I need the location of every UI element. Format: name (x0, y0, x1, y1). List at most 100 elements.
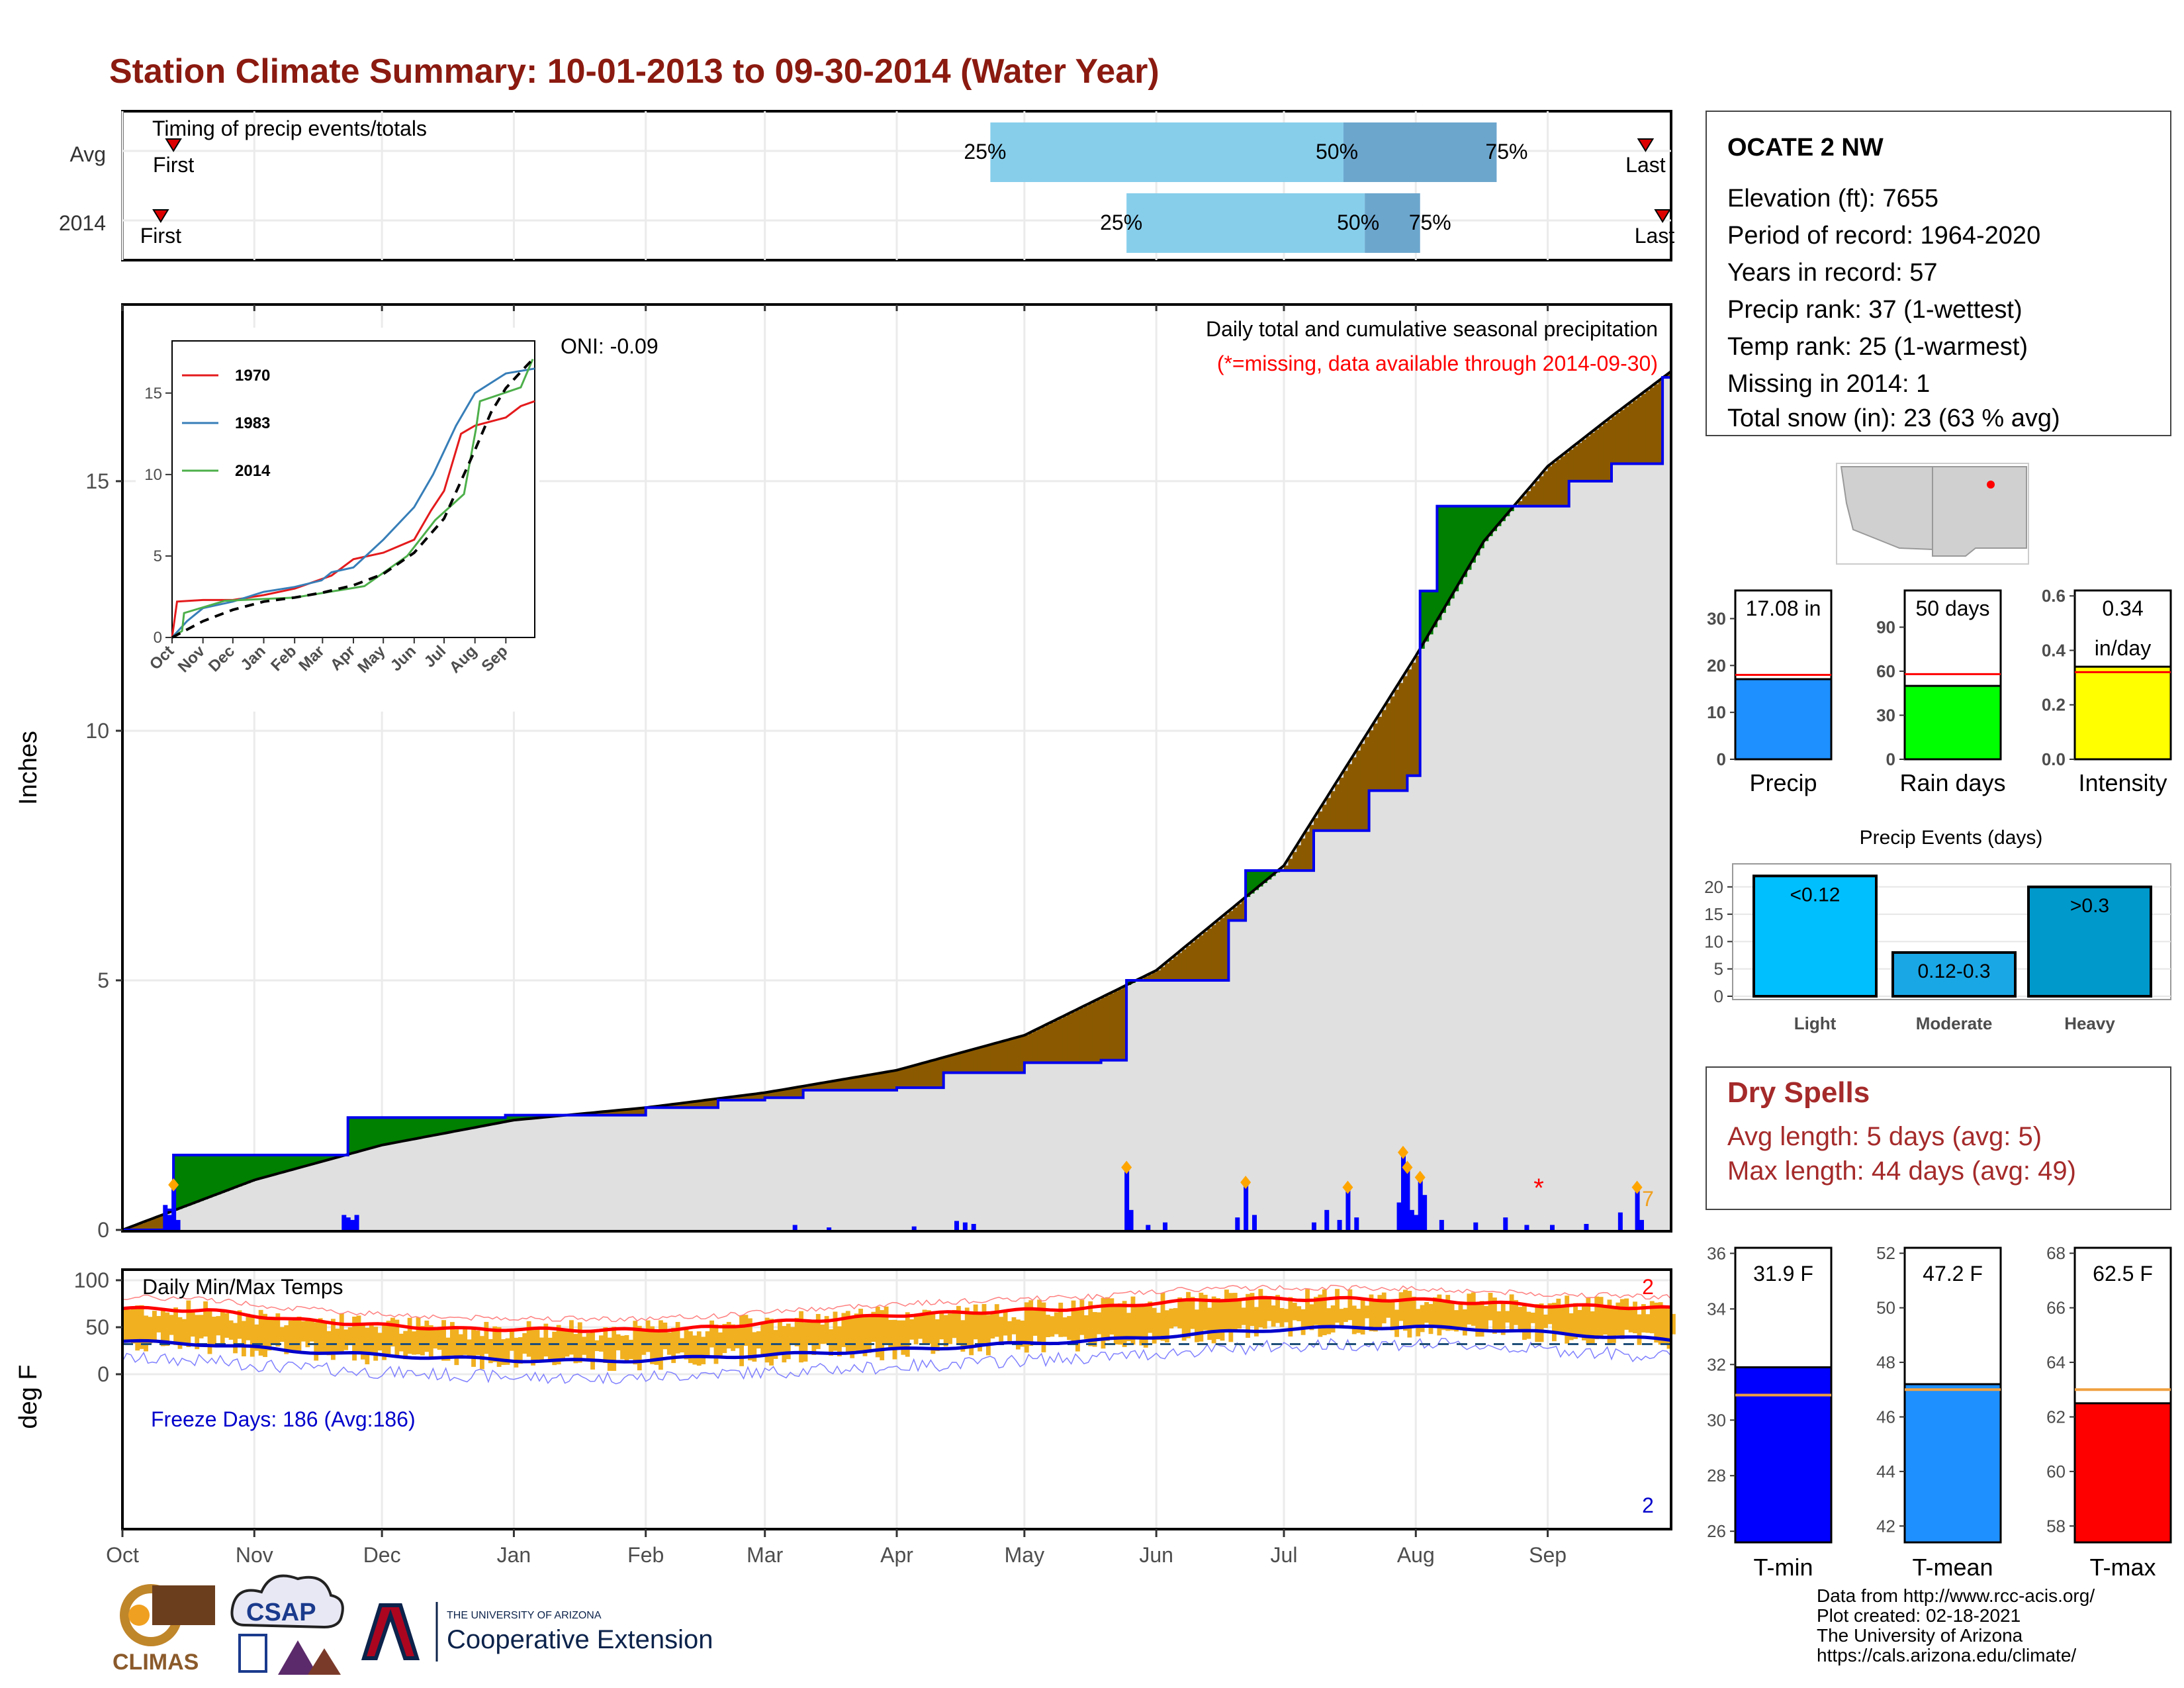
daily-precip-bar (954, 1221, 959, 1230)
daily-temp-range-bar (1424, 1301, 1429, 1323)
daily-temp-range-bar (739, 1315, 744, 1366)
daily-temp-range-bar (501, 1339, 506, 1365)
temp-summary-ytick-label: 62 (2046, 1407, 2066, 1427)
deficit-shading (1416, 655, 1421, 776)
surplus-shading (484, 1117, 489, 1126)
surplus-shading (275, 1154, 281, 1174)
svg-text:THE UNIVERSITY OF ARIZONA: THE UNIVERSITY OF ARIZONA (447, 1610, 602, 1621)
deficit-shading (1181, 949, 1187, 980)
daily-temp-range-bar (343, 1329, 349, 1350)
daily-temp-range-bar (952, 1309, 957, 1338)
deficit-shading (1645, 391, 1651, 464)
daily-temp-range-bar (356, 1315, 361, 1353)
daily-temp-range-bar (1633, 1301, 1637, 1334)
temp-summary-ytick-label: 68 (2046, 1243, 2066, 1263)
deficit-shading (986, 1045, 991, 1073)
deficit-shading (1526, 491, 1531, 506)
precip-corner-count: 7 (1642, 1187, 1654, 1211)
oni-value: ONI: -0.09 (561, 334, 659, 358)
deficit-shading (675, 1103, 680, 1108)
daily-temp-range-bar (428, 1325, 433, 1360)
month-label: Nov (236, 1543, 273, 1567)
daily-temp-range-bar (1500, 1303, 1506, 1335)
daily-temp-range-bar (641, 1330, 647, 1355)
surplus-shading (322, 1154, 328, 1162)
summary-value-text: 17.08 in (1746, 596, 1821, 620)
deficit-shading (1058, 1018, 1064, 1063)
daily-temp-range-bar (505, 1338, 510, 1365)
deficit-shading (709, 1100, 715, 1108)
summary-ytick-label: 0 (1717, 749, 1726, 769)
daily-temp-range-bar (296, 1316, 302, 1351)
surplus-shading (1254, 870, 1259, 890)
daily-temp-range-bar (1373, 1299, 1378, 1332)
daily-temp-range-bar (888, 1319, 893, 1348)
temp-summary-label: T-min (1754, 1554, 1813, 1581)
daily-temp-range-bar (705, 1331, 710, 1357)
daily-temp-range-bar (990, 1312, 995, 1338)
footer-plot-created: Plot created: 02-18-2021 (1817, 1605, 2021, 1626)
surplus-shading (428, 1117, 433, 1137)
events-ytick-label: 10 (1704, 931, 1723, 951)
deficit-shading (820, 1083, 825, 1090)
timing-label-25: 25% (1100, 211, 1142, 234)
daily-temp-range-bar (790, 1327, 796, 1345)
deficit-shading (922, 1063, 927, 1088)
daily-temp-range-bar (365, 1327, 370, 1365)
daily-temp-range-bar (424, 1320, 430, 1352)
daily-temp-range-bar (1454, 1310, 1459, 1332)
daily-temp-range-bar (250, 1315, 255, 1357)
daily-temp-range-bar (496, 1327, 502, 1367)
deficit-shading (1156, 970, 1161, 980)
deficit-shading (1390, 696, 1395, 791)
daily-temp-range-bar (1598, 1297, 1604, 1336)
temp-summary-ytick-label: 52 (1876, 1243, 1895, 1263)
deficit-shading (845, 1078, 850, 1090)
daily-temp-range-bar (726, 1322, 731, 1349)
deficit-shading (148, 1220, 153, 1230)
daily-precip-bar (1473, 1222, 1479, 1230)
daily-temp-range-bar (1135, 1306, 1140, 1338)
deficit-shading (756, 1094, 761, 1100)
daily-temp-range-bar (1181, 1298, 1187, 1341)
daily-temp-range-bar (199, 1315, 204, 1338)
deficit-shading (1032, 1031, 1038, 1063)
surplus-shading (454, 1117, 459, 1132)
deficit-shading (875, 1074, 880, 1090)
surplus-shading (382, 1117, 387, 1145)
deficit-shading (1326, 798, 1332, 831)
daily-temp-range-bar (833, 1311, 838, 1351)
daily-temp-range-bar (1016, 1319, 1021, 1350)
daily-temp-range-bar (475, 1330, 480, 1356)
deficit-shading (1398, 682, 1404, 791)
summary-ytick-label: 30 (1876, 705, 1895, 725)
daily-temp-range-bar (1020, 1320, 1025, 1347)
daily-temp-range-bar (1126, 1313, 1131, 1341)
daily-temp-range-bar (1351, 1305, 1357, 1335)
daily-temp-range-bar (845, 1311, 850, 1352)
deficit-shading (943, 1057, 948, 1073)
deficit-shading (1637, 397, 1642, 464)
daily-temp-range-bar (1666, 1309, 1672, 1349)
dry-spells-max: Max length: 44 days (avg: 49) (1727, 1156, 2076, 1186)
deficit-shading (1050, 1022, 1055, 1063)
temp-ytick-label: 50 (85, 1315, 109, 1339)
deficit-shading (824, 1082, 829, 1090)
daily-temp-range-bar (331, 1319, 336, 1360)
daily-temp-range-bar (1615, 1302, 1621, 1336)
summary-ytick-label: 10 (1707, 702, 1726, 722)
daily-temp-range-bar (361, 1324, 365, 1360)
daily-temp-range-bar (909, 1319, 915, 1340)
surplus-shading (412, 1117, 417, 1140)
deficit-shading (1216, 921, 1221, 980)
daily-precip-bar (1550, 1225, 1555, 1230)
daily-temp-range-bar (1220, 1299, 1225, 1341)
daily-temp-range-bar (1569, 1313, 1574, 1340)
daily-precip-bar (1312, 1222, 1316, 1230)
daily-temp-range-bar (318, 1318, 323, 1354)
surplus-shading (347, 1117, 353, 1154)
daily-temp-range-bar (561, 1331, 565, 1360)
footer-data-source: Data from http://www.rcc-acis.org/ (1817, 1585, 2095, 1606)
events-ytick-label: 0 (1714, 986, 1723, 1006)
